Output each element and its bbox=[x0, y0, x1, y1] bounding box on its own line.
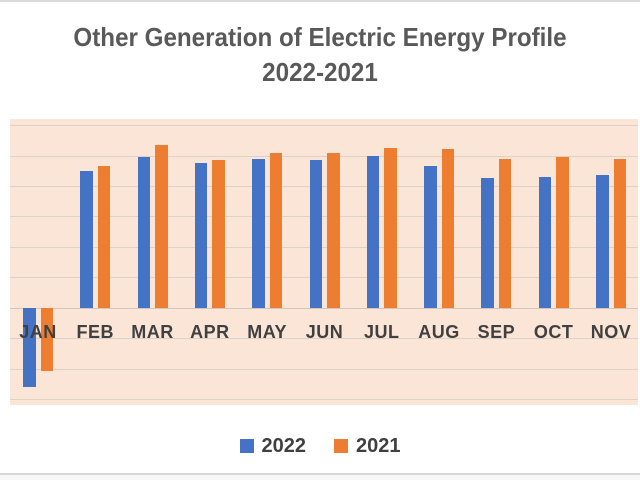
gridline bbox=[10, 125, 638, 127]
x-axis-label-oct: OCT bbox=[533, 321, 574, 342]
x-axis-label-jan: JAN bbox=[19, 321, 57, 342]
bar-2021-aug bbox=[441, 149, 455, 308]
gridline bbox=[10, 216, 638, 218]
bar-2022-oct bbox=[538, 176, 552, 308]
bar-2022-sep bbox=[481, 178, 494, 308]
chart-title: Other Generation of Electric Energy Prof… bbox=[22, 20, 617, 90]
bar-2022-aug bbox=[424, 166, 437, 308]
plot-area: JAN FEB MAR APR MAY JUN JUL AUG SEP OCT NOV bbox=[10, 119, 638, 405]
bar-2021-mar bbox=[155, 144, 168, 308]
x-axis-label-sep: SEP bbox=[477, 321, 516, 342]
gridline bbox=[10, 277, 638, 279]
gridline bbox=[10, 185, 638, 187]
gridline bbox=[10, 338, 638, 340]
legend-item-2021: 2021 bbox=[334, 435, 401, 458]
bar-2021-sep bbox=[498, 158, 512, 308]
x-axis-label-may: MAY bbox=[247, 321, 288, 342]
legend-label-2021: 2021 bbox=[356, 434, 401, 457]
gridline bbox=[10, 398, 638, 400]
legend-item-2022: 2022 bbox=[239, 434, 307, 458]
bar-2022-may bbox=[252, 158, 265, 308]
top-edge-line bbox=[0, 0, 640, 2]
legend-label-2022: 2022 bbox=[261, 434, 307, 457]
legend-swatch-icon-2022 bbox=[239, 439, 254, 453]
bar-2021-jun bbox=[327, 152, 340, 308]
x-axis-label-jul: JUL bbox=[363, 321, 400, 342]
gridline bbox=[10, 368, 638, 370]
bar-2022-jun bbox=[309, 160, 322, 308]
bar-2022-jul bbox=[366, 155, 380, 308]
bottom-edge-line bbox=[0, 473, 640, 475]
x-axis-label-nov: NOV bbox=[590, 321, 632, 342]
bar-2022-nov bbox=[596, 175, 609, 308]
gridline bbox=[10, 246, 638, 248]
bar-2021-oct bbox=[556, 157, 569, 308]
bar-2021-feb bbox=[97, 166, 111, 308]
bar-2022-mar bbox=[137, 157, 151, 308]
bar-2021-apr bbox=[212, 160, 225, 308]
x-axis-label-mar: MAR bbox=[131, 321, 174, 342]
x-axis-label-jun: JUN bbox=[305, 321, 344, 342]
chart-title-line2: 2022-2021 bbox=[262, 57, 378, 87]
bottom-margin-strip bbox=[0, 475, 640, 480]
bar-2021-jan bbox=[40, 307, 53, 372]
bar-2021-nov bbox=[613, 158, 626, 308]
chart-legend: 2022 2021 bbox=[0, 434, 640, 458]
chart-title-line1: Other Generation of Electric Energy Prof… bbox=[73, 22, 567, 52]
zero-axis-line bbox=[10, 307, 638, 309]
bar-2021-jul bbox=[384, 147, 397, 308]
bar-2022-apr bbox=[194, 163, 208, 308]
x-axis-label-apr: APR bbox=[190, 321, 230, 342]
bar-2022-feb bbox=[80, 170, 93, 308]
x-axis-label-aug: AUG bbox=[418, 321, 460, 342]
legend-swatch-icon-2021 bbox=[334, 439, 348, 453]
bar-2021-may bbox=[269, 152, 283, 308]
x-axis-label-feb: FEB bbox=[76, 321, 114, 342]
bar-2022-jan bbox=[23, 307, 36, 387]
gridline bbox=[10, 155, 638, 157]
